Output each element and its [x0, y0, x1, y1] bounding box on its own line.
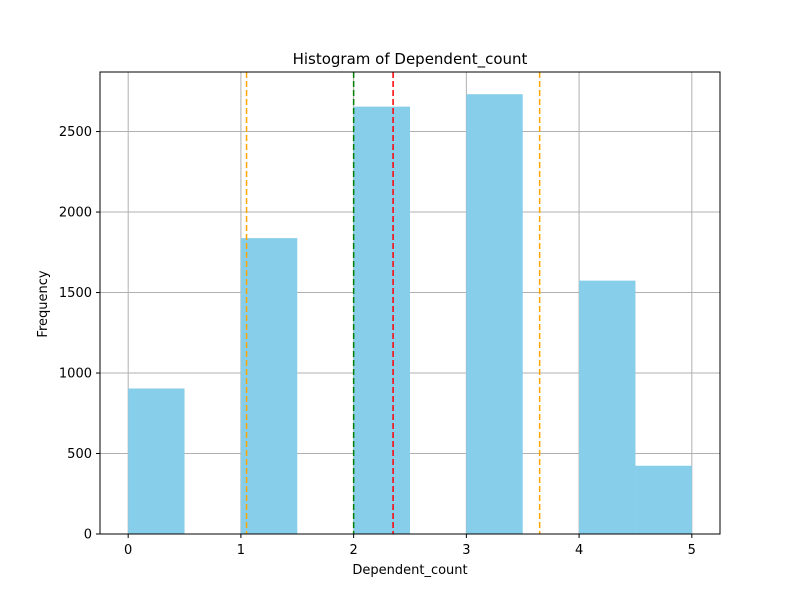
reference-lines	[245, 72, 541, 534]
y-tick-label: 1000	[59, 367, 92, 382]
histogram-bar	[353, 106, 410, 535]
histogram-bar	[240, 238, 298, 534]
x-tick-label: 1	[237, 543, 245, 558]
y-tick-label: 0	[84, 528, 92, 543]
plot-frame	[99, 71, 721, 535]
y-tick-label: 1500	[59, 286, 92, 301]
y-tick-label: 500	[67, 447, 92, 462]
y-tick-label: 2000	[59, 206, 92, 221]
x-tick-label: 2	[349, 543, 357, 558]
y-ticks: 0 500 1000 1500 2000 2500	[59, 125, 100, 543]
x-tick-label: 5	[688, 543, 696, 558]
x-tick-label: 4	[575, 543, 583, 558]
bars	[128, 94, 692, 535]
y-tick-label: 2500	[59, 125, 92, 140]
x-tick-label: 3	[462, 543, 470, 558]
chart-title: Histogram of Dependent_count	[293, 50, 528, 69]
x-ticks: 0 1 2 3 4 5	[124, 534, 696, 558]
y-axis-label: Frequency	[36, 270, 51, 337]
histogram-bar	[635, 465, 692, 534]
histogram-bar	[579, 280, 636, 534]
x-tick-label: 0	[124, 543, 132, 558]
histogram-bar	[466, 94, 523, 535]
histogram-bar	[128, 388, 185, 534]
x-axis-label: Dependent_count	[352, 563, 467, 578]
